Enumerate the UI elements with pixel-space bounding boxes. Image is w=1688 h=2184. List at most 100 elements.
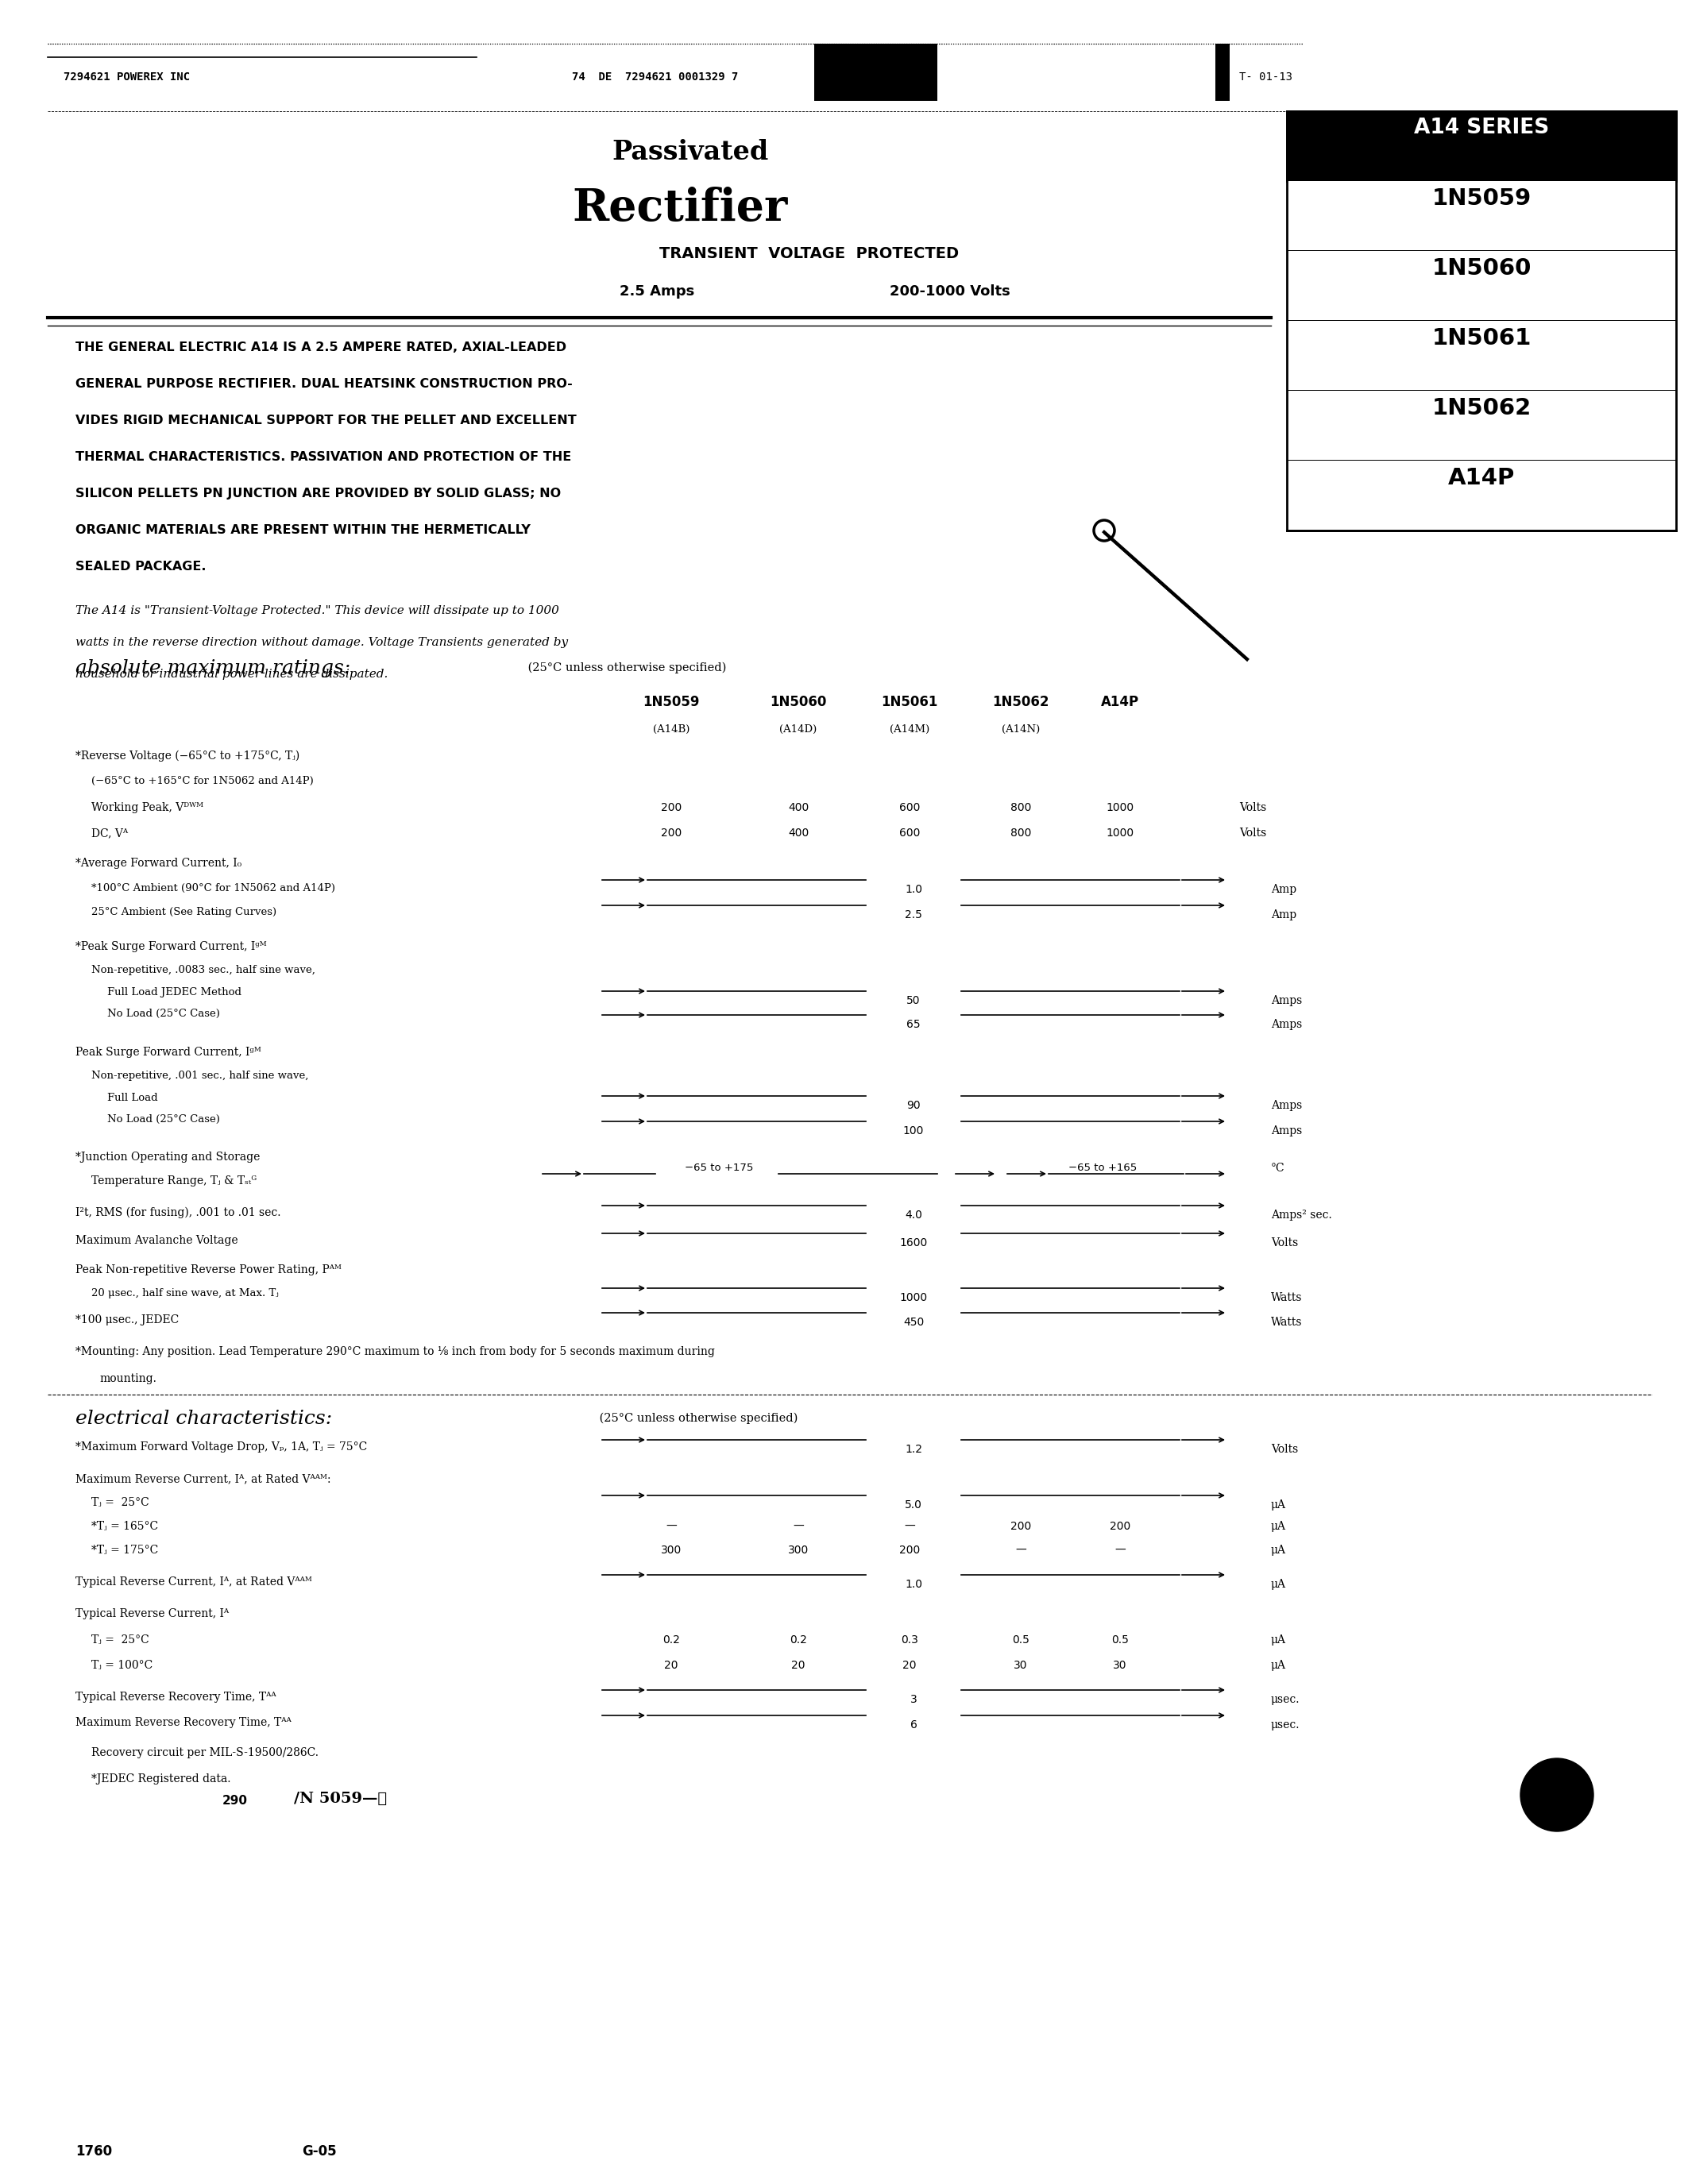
Text: 50: 50 [906,996,920,1007]
Text: Amps: Amps [1271,1101,1301,1112]
Text: Volts: Volts [1271,1444,1298,1455]
Bar [1286,181,1676,183]
Text: 200: 200 [1011,1520,1031,1531]
Text: μA: μA [1271,1634,1286,1645]
Text: —: — [793,1520,803,1531]
Text: GENERAL PURPOSE RECTIFIER. DUAL HEATSINK CONSTRUCTION PRO-: GENERAL PURPOSE RECTIFIER. DUAL HEATSINK… [76,378,572,391]
Text: No Load (25°C Case): No Load (25°C Case) [108,1009,219,1020]
Text: —: — [1014,1544,1026,1555]
Text: −65 to +165: −65 to +165 [1069,1162,1138,1173]
Text: 25°C Ambient (See Rating Curves): 25°C Ambient (See Rating Curves) [91,906,277,917]
Text: G-05: G-05 [302,2145,336,2158]
Text: *Junction Operating and Storage: *Junction Operating and Storage [76,1151,260,1162]
Text: Non-repetitive, .001 sec., half sine wave,: Non-repetitive, .001 sec., half sine wav… [91,1070,309,1081]
Text: *100 μsec., JEDEC: *100 μsec., JEDEC [76,1315,179,1326]
Text: 300: 300 [788,1544,809,1555]
Text: 30: 30 [1112,1660,1128,1671]
Bar [1286,111,1676,531]
Text: 1N5062: 1N5062 [1431,397,1531,419]
Text: Full Load JEDEC Method: Full Load JEDEC Method [108,987,241,998]
Text: (25°C unless otherwise specified): (25°C unless otherwise specified) [525,662,726,675]
Text: Watts: Watts [1271,1293,1303,1304]
Text: Temperature Range, Tⱼ & Tₛₜᴳ: Temperature Range, Tⱼ & Tₛₜᴳ [91,1175,257,1186]
Text: 1600: 1600 [900,1238,927,1249]
Text: 200: 200 [660,802,682,812]
Text: —: — [905,1520,915,1531]
Text: *Mounting: Any position. Lead Temperature 290°C maximum to ⅛ inch from body for : *Mounting: Any position. Lead Temperatur… [76,1345,714,1356]
Text: —: — [1114,1544,1126,1555]
Text: Amps: Amps [1271,1125,1301,1136]
Text: 450: 450 [903,1317,923,1328]
Text: *JEDEC Registered data.: *JEDEC Registered data. [91,1773,231,1784]
Text: Amps: Amps [1271,996,1301,1007]
Text: VIDES RIGID MECHANICAL SUPPORT FOR THE PELLET AND EXCELLENT: VIDES RIGID MECHANICAL SUPPORT FOR THE P… [76,415,577,426]
Text: μA: μA [1271,1579,1286,1590]
Text: THE GENERAL ELECTRIC A14 IS A 2.5 AMPERE RATED, AXIAL-LEADED: THE GENERAL ELECTRIC A14 IS A 2.5 AMPERE… [76,341,567,354]
Bar [814,44,937,100]
Bar [1286,391,1676,456]
Text: 3: 3 [910,1695,917,1706]
Text: Non-repetitive, .0083 sec., half sine wave,: Non-repetitive, .0083 sec., half sine wa… [91,965,316,976]
Text: 0.5: 0.5 [1013,1634,1030,1645]
Text: 0.2: 0.2 [662,1634,680,1645]
Text: 2.5 Amps: 2.5 Amps [619,284,694,299]
Text: *Reverse Voltage (−65°C to +175°C, Tⱼ): *Reverse Voltage (−65°C to +175°C, Tⱼ) [76,751,300,762]
Text: 0.2: 0.2 [790,1634,807,1645]
Text: household or industrial power lines are dissipated.: household or industrial power lines are … [76,668,388,679]
Text: 1000: 1000 [1106,802,1134,812]
Text: Tⱼ =  25°C: Tⱼ = 25°C [91,1634,149,1645]
Text: Working Peak, Vᴰᵂᴹ: Working Peak, Vᴰᵂᴹ [91,802,203,812]
Circle shape [1521,1758,1593,1832]
Text: DC, Vᴬ: DC, Vᴬ [91,828,128,839]
Bar [1286,181,1676,247]
Text: 1N5060: 1N5060 [770,695,827,710]
Text: absolute maximum ratings:: absolute maximum ratings: [76,660,351,677]
Text: 1000: 1000 [900,1293,927,1304]
Bar [1286,461,1676,526]
Text: Rectifier: Rectifier [572,186,788,229]
Text: *100°C Ambient (90°C for 1N5062 and A14P): *100°C Ambient (90°C for 1N5062 and A14P… [91,882,336,893]
Text: Tⱼ =  25°C: Tⱼ = 25°C [91,1496,149,1509]
Text: μsec.: μsec. [1271,1695,1300,1706]
Text: *Tⱼ = 165°C: *Tⱼ = 165°C [91,1520,159,1531]
Text: A14 SERIES: A14 SERIES [1415,118,1550,138]
Text: *Peak Surge Forward Current, Iᶢᴹ: *Peak Surge Forward Current, Iᶢᴹ [76,941,267,952]
Text: I²t, RMS (for fusing), .001 to .01 sec.: I²t, RMS (for fusing), .001 to .01 sec. [76,1208,280,1219]
Text: (A14M): (A14M) [890,725,930,734]
Text: Typical Reverse Current, Iᴬ, at Rated Vᴬᴬᴹ: Typical Reverse Current, Iᴬ, at Rated Vᴬ… [76,1577,312,1588]
Text: SILICON PELLETS PN JUNCTION ARE PROVIDED BY SOLID GLASS; NO: SILICON PELLETS PN JUNCTION ARE PROVIDED… [76,487,560,500]
Text: Typical Reverse Current, Iᴬ: Typical Reverse Current, Iᴬ [76,1607,230,1618]
Text: 1760: 1760 [76,2145,111,2158]
Text: 6: 6 [910,1719,917,1730]
Text: 7294621 POWEREX INC: 7294621 POWEREX INC [64,72,191,83]
Text: 2.5: 2.5 [905,909,922,919]
Text: 1N5061: 1N5061 [1431,328,1531,349]
Text: Peak Surge Forward Current, Iᶢᴹ: Peak Surge Forward Current, Iᶢᴹ [76,1046,262,1057]
Text: Maximum Reverse Recovery Time, Tᴬᴬ: Maximum Reverse Recovery Time, Tᴬᴬ [76,1717,292,1728]
Text: 20: 20 [792,1660,805,1671]
Text: 1.2: 1.2 [905,1444,922,1455]
Text: mounting.: mounting. [100,1374,157,1385]
Text: ORGANIC MATERIALS ARE PRESENT WITHIN THE HERMETICALLY: ORGANIC MATERIALS ARE PRESENT WITHIN THE… [76,524,530,535]
Bar [1215,44,1229,100]
Text: *Average Forward Current, I₀: *Average Forward Current, I₀ [76,858,241,869]
Text: Volts: Volts [1239,828,1266,839]
Text: 5.0: 5.0 [905,1500,922,1511]
Text: 290: 290 [223,1795,248,1806]
Text: 4.0: 4.0 [905,1210,922,1221]
Text: μA: μA [1271,1544,1286,1555]
Text: 0.3: 0.3 [901,1634,918,1645]
Text: Volts: Volts [1271,1238,1298,1249]
Text: SEALED PACKAGE.: SEALED PACKAGE. [76,561,206,572]
Text: 1.0: 1.0 [905,1579,922,1590]
Text: 1N5060: 1N5060 [1431,258,1531,280]
Text: Full Load: Full Load [108,1092,157,1103]
Text: Tⱼ = 100°C: Tⱼ = 100°C [91,1660,152,1671]
Text: Amps² sec.: Amps² sec. [1271,1210,1332,1221]
Text: 1N5059: 1N5059 [1431,188,1531,210]
Text: °C: °C [1271,1162,1285,1173]
Text: 400: 400 [788,802,809,812]
Text: 600: 600 [900,802,920,812]
Text: (−65°C to +165°C for 1N5062 and A14P): (−65°C to +165°C for 1N5062 and A14P) [91,775,314,786]
Text: 30: 30 [1014,1660,1028,1671]
